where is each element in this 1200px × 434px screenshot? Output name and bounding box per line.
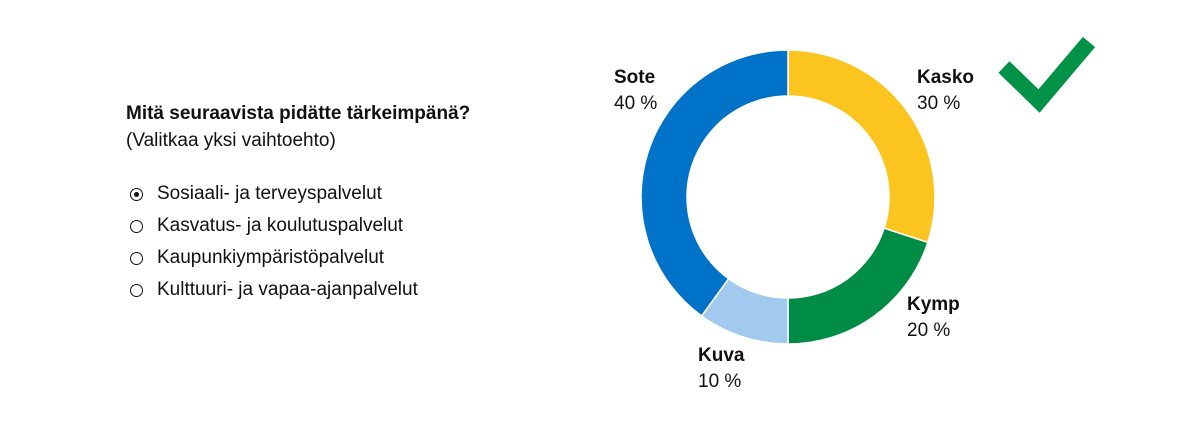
- donut-slices: [640, 49, 936, 345]
- radio-button[interactable]: [130, 251, 143, 265]
- slice-label-kymp: Kymp: [907, 294, 960, 315]
- option-sosiaali-terveys[interactable]: Sosiaali- ja terveyspalvelut: [126, 178, 566, 210]
- slice-label-kasko: Kasko: [917, 67, 974, 88]
- radio-button[interactable]: [130, 187, 143, 201]
- radio-button[interactable]: [130, 219, 143, 233]
- question-text: Mitä seuraavista pidätte tärkeimpänä?: [126, 103, 471, 124]
- question-hint: (Valitkaa yksi vaihtoehto): [126, 130, 336, 151]
- checkmark-icon: [998, 36, 1096, 113]
- option-kulttuuri-vapaa-aika[interactable]: Kulttuuri- ja vapaa-ajanpalvelut: [126, 274, 566, 306]
- slice-value-kuva: 10 %: [698, 371, 741, 392]
- option-label: Kaupunkiympäristöpalvelut: [157, 247, 385, 268]
- option-kaupunkiymparisto[interactable]: Kaupunkiympäristöpalvelut: [126, 242, 566, 274]
- donut-slice-sote: [640, 49, 789, 317]
- slice-labels: Kasko 30 % Kymp 20 % Kuva 10 % Sote 40 %: [614, 67, 974, 392]
- options-list: Sosiaali- ja terveyspalvelut Kasvatus- j…: [126, 178, 566, 306]
- option-label: Kasvatus- ja koulutuspalvelut: [157, 215, 404, 236]
- slice-label-kuva: Kuva: [698, 345, 745, 366]
- slice-value-kymp: 20 %: [907, 320, 950, 341]
- option-label: Sosiaali- ja terveyspalvelut: [157, 183, 382, 204]
- slice-label-sote: Sote: [614, 67, 655, 88]
- slice-value-sote: 40 %: [614, 93, 657, 114]
- option-label: Kulttuuri- ja vapaa-ajanpalvelut: [157, 279, 418, 300]
- option-kasvatus-koulutus[interactable]: Kasvatus- ja koulutuspalvelut: [126, 210, 566, 242]
- radio-button[interactable]: [130, 283, 143, 297]
- slice-value-kasko: 30 %: [917, 93, 960, 114]
- donut-slice-kasko: [787, 49, 936, 244]
- poll-question: Mitä seuraavista pidätte tärkeimpänä? (V…: [126, 100, 566, 306]
